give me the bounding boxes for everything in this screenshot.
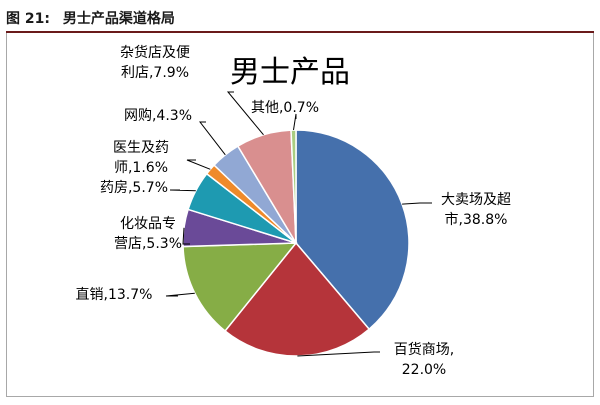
slice-label-line: 网购,4.3% — [124, 108, 192, 124]
figure-caption: 图 21: 男士产品渠道格局 — [6, 8, 175, 30]
chart-title: 男士产品 — [230, 55, 350, 90]
pie-slices — [182, 129, 410, 357]
slice-label-4: 药房,5.7% — [100, 180, 168, 196]
slice-label-line: 杂货店及便 — [120, 44, 190, 61]
slice-label-1: 百货商场, 22.0% — [394, 341, 454, 378]
slice-label-5: 医生及药师,1.6% — [113, 140, 169, 176]
slice-label-line: 营店,5.3% — [114, 236, 182, 252]
leader-line-1 — [297, 351, 380, 357]
slice-label-7: 杂货店及便利店,7.9% — [120, 44, 190, 81]
slice-label-line: 市,38.8% — [445, 211, 508, 228]
slice-label-line: 大卖场及超 — [441, 192, 511, 208]
slice-labels: 大卖场及超市,38.8% 百货商场, 22.0% 直销,13.7% 化妆品专营店,5.3… — [76, 44, 511, 378]
pie-slice-8 — [290, 129, 297, 244]
figure-label: 图 — [6, 11, 20, 27]
leader-line-8 — [293, 113, 297, 131]
leader-line-6 — [198, 121, 226, 156]
slice-label-6: 网购,4.3% — [124, 108, 192, 124]
leader-line-0 — [402, 202, 432, 205]
slice-label-2: 直销,13.7% — [76, 286, 153, 303]
slice-label-line: 22.0% — [402, 362, 446, 378]
figure-title: 男士产品渠道格局 — [62, 11, 175, 27]
slice-label-3: 化妆品专营店,5.3% — [114, 216, 182, 252]
slice-label-line: 师,1.6% — [114, 160, 168, 176]
pie-slice-0 — [295, 129, 410, 331]
slice-label-line: 其他,0.7% — [251, 100, 319, 116]
slice-label-0: 大卖场及超市,38.8% — [441, 192, 511, 228]
slice-label-line: 利店,7.9% — [121, 65, 189, 81]
slice-label-line: 化妆品专 — [120, 216, 176, 232]
leader-line-4 — [169, 189, 196, 192]
leader-lines — [165, 91, 432, 357]
slice-label-line: 药房,5.7% — [100, 180, 168, 196]
leader-line-7 — [226, 91, 264, 136]
header-rule — [6, 31, 594, 33]
leader-line-2 — [165, 292, 195, 297]
figure-number: 21: — [24, 11, 50, 27]
leader-line-5 — [186, 159, 211, 170]
slice-label-line: 医生及药 — [113, 140, 169, 156]
leader-line-3 — [182, 227, 190, 245]
slice-label-line: 百货商场, — [394, 341, 454, 358]
chart-frame — [6, 33, 594, 397]
slice-label-line: 直销,13.7% — [76, 286, 153, 303]
pie-slice-2 — [182, 242, 298, 333]
slice-label-8: 其他,0.7% — [251, 100, 319, 116]
